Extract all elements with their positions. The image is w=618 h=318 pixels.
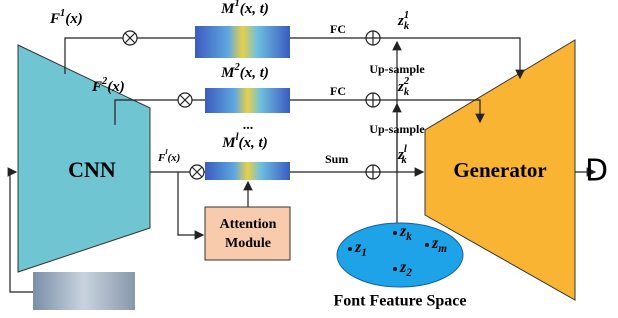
base: F [91, 79, 102, 95]
arg: (x, t) [240, 1, 269, 17]
base: M [220, 1, 235, 17]
heatmap-2 [205, 88, 290, 113]
feature-label: Fl(x) [157, 147, 180, 164]
diagram: CNN Generator Attention Module Font Feat… [0, 0, 618, 318]
point-dot [393, 231, 397, 235]
sup: 2 [403, 76, 410, 87]
base: M [220, 65, 235, 81]
point-dot [393, 267, 397, 271]
arg: (x) [167, 152, 180, 164]
feature-label: F2(x) [91, 76, 125, 95]
branch2-line [115, 100, 480, 125]
upsample-label: Up-sample [369, 122, 425, 136]
op-label: FC [330, 84, 346, 98]
attention-label: Module [225, 236, 271, 251]
sup: l [404, 144, 407, 155]
ellipsis: ... [243, 118, 254, 133]
sub: m [438, 243, 447, 255]
arg: (x, t) [239, 135, 268, 151]
feature-label: F1(x) [49, 8, 83, 27]
heatmap-1 [195, 26, 290, 58]
sup: 1 [404, 10, 409, 21]
arg: (x) [65, 11, 83, 27]
map-label: M1(x, t) [220, 0, 269, 17]
op-label: Sum [325, 152, 348, 166]
attention-box [205, 207, 290, 260]
point-dot [348, 247, 352, 251]
point-dot [425, 243, 429, 247]
base: M [221, 135, 236, 151]
base: F [49, 11, 60, 27]
sub: k [404, 21, 410, 32]
arg: (x, t) [240, 65, 269, 81]
sub: 1 [361, 247, 367, 259]
sub: k [402, 155, 408, 166]
upsample-label: Up-sample [369, 62, 425, 76]
cnn-label: CNN [68, 157, 116, 182]
arg: (x) [107, 79, 125, 95]
attention-in [178, 172, 203, 235]
generator-label: Generator [453, 158, 546, 182]
sub: k [404, 87, 410, 98]
heatmap-3 [205, 162, 290, 180]
sub: 2 [405, 267, 412, 279]
map-label: Ml(x, t) [221, 132, 267, 151]
attention-label: Attention [220, 217, 277, 232]
space-title: Font Feature Space [333, 293, 466, 310]
sub: k [406, 231, 412, 243]
map-label: M2(x, t) [220, 62, 269, 81]
input-image [33, 272, 135, 310]
output-glyph: D [585, 154, 608, 189]
op-label: FC [330, 22, 346, 36]
